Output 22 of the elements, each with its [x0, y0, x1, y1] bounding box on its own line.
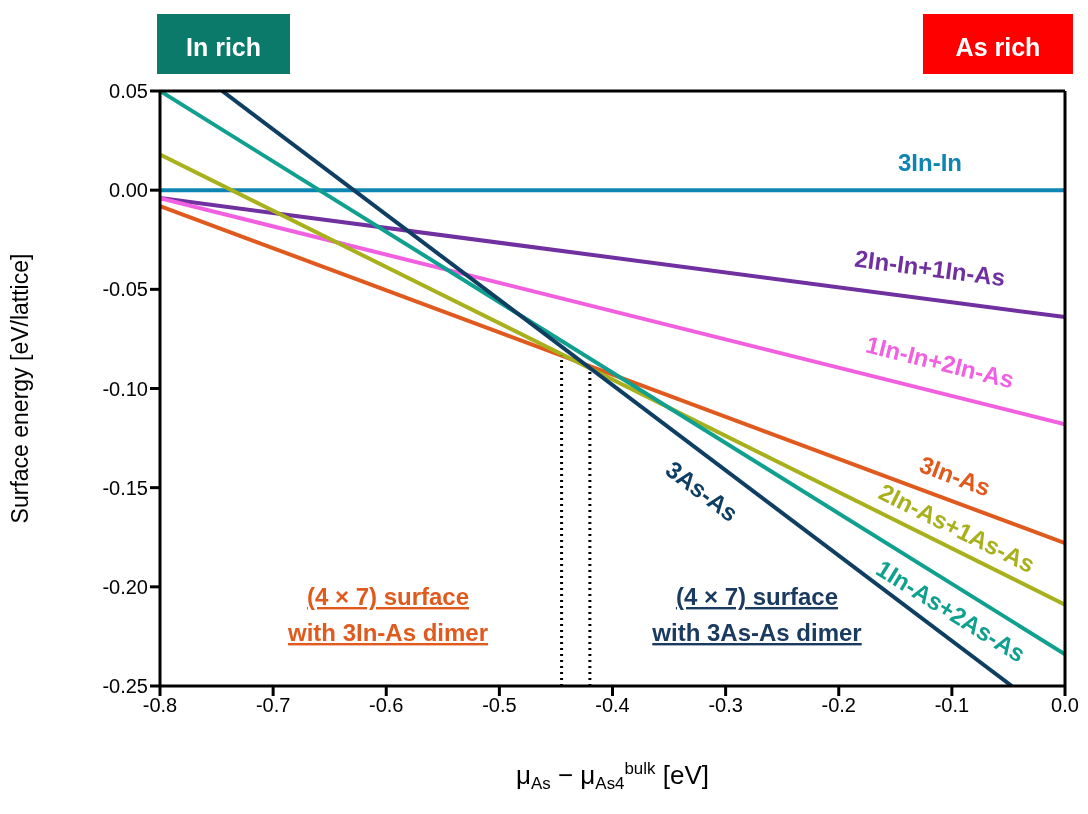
text: In rich — [185, 33, 262, 61]
x-tick-label: -0.7 — [255, 694, 291, 717]
y-tick-label: 0.00 — [109, 179, 148, 202]
y-tick-label: 0.05 — [109, 80, 148, 103]
y-tick-label: -0.10 — [102, 377, 148, 400]
annotation: (4 × 7) surface with 3In-As dimer — [286, 583, 489, 646]
series-label: 3In-In — [898, 148, 962, 176]
x-tick-label: -0.3 — [708, 694, 743, 717]
annotation: (4 × 7) surface with 3As-As dimer — [651, 583, 862, 646]
y-axis-title: Surface energy [eV/lattice] — [7, 253, 34, 524]
x-tick-label: -0.6 — [369, 694, 404, 717]
x-tick-label: -0.1 — [934, 694, 970, 717]
x-tick-label: -0.5 — [482, 694, 517, 717]
x-tick-label: -0.4 — [595, 694, 630, 717]
text: As rich — [955, 33, 1041, 61]
x-axis-title: μ$_{As}$ − μ$_{As4}$$^{bulk}$ [eV] — [516, 758, 709, 794]
text: 2In-In+1In-As — [853, 244, 1007, 292]
y-tick-label: -0.20 — [102, 575, 148, 598]
x-tick-label: 0.0 — [1051, 694, 1079, 717]
y-tick-label: -0.15 — [102, 476, 148, 499]
x-tick-label: -0.2 — [821, 694, 856, 717]
y-tick-label: -0.05 — [102, 278, 148, 301]
